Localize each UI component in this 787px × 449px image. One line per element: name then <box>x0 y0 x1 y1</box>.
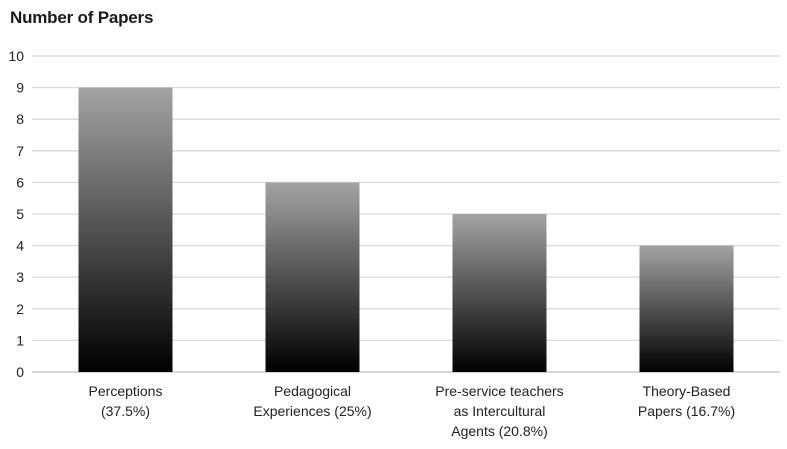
y-tick-label: 9 <box>16 80 24 96</box>
bars <box>78 87 734 372</box>
y-tick-label: 7 <box>16 143 24 159</box>
y-axis-ticks: 0 1 2 3 4 5 6 7 8 9 10 <box>8 48 24 380</box>
x-category-label-line: Experiences (25%) <box>253 403 371 419</box>
x-category-label-line: Papers (16.7%) <box>638 403 735 419</box>
chart-title: Number of Papers <box>10 8 154 27</box>
y-tick-label: 4 <box>16 238 24 254</box>
bar <box>265 182 360 372</box>
bar <box>452 214 547 372</box>
x-category-label: Theory-Based Papers (16.7%) <box>638 383 735 419</box>
y-tick-label: 3 <box>16 269 24 285</box>
bar <box>78 87 173 372</box>
y-tick-label: 6 <box>16 174 24 190</box>
x-category-label-line: (37.5%) <box>101 403 150 419</box>
x-category-label: Pedagogical Experiences (25%) <box>253 383 371 419</box>
x-category-label-line: Perceptions <box>89 383 163 399</box>
y-tick-label: 2 <box>16 301 24 317</box>
x-category-label-line: Theory-Based <box>643 383 731 399</box>
x-category-label-line: as Intercultural <box>454 403 546 419</box>
y-tick-label: 1 <box>16 332 24 348</box>
x-category-label-line: Pedagogical <box>274 383 351 399</box>
x-category-label: Pre-service teachers as Intercultural Agen… <box>435 383 563 439</box>
y-tick-label: 8 <box>16 111 24 127</box>
x-category-label-line: Agents (20.8%) <box>451 423 548 439</box>
y-tick-label: 5 <box>16 206 24 222</box>
y-tick-label: 0 <box>16 364 24 380</box>
x-axis-labels: Perceptions (37.5%) Pedagogical Experiences… <box>89 383 736 439</box>
y-tick-label: 10 <box>8 48 24 64</box>
bar <box>639 245 734 372</box>
x-category-label: Perceptions (37.5%) <box>89 383 163 419</box>
x-category-label-line: Pre-service teachers <box>435 383 563 399</box>
